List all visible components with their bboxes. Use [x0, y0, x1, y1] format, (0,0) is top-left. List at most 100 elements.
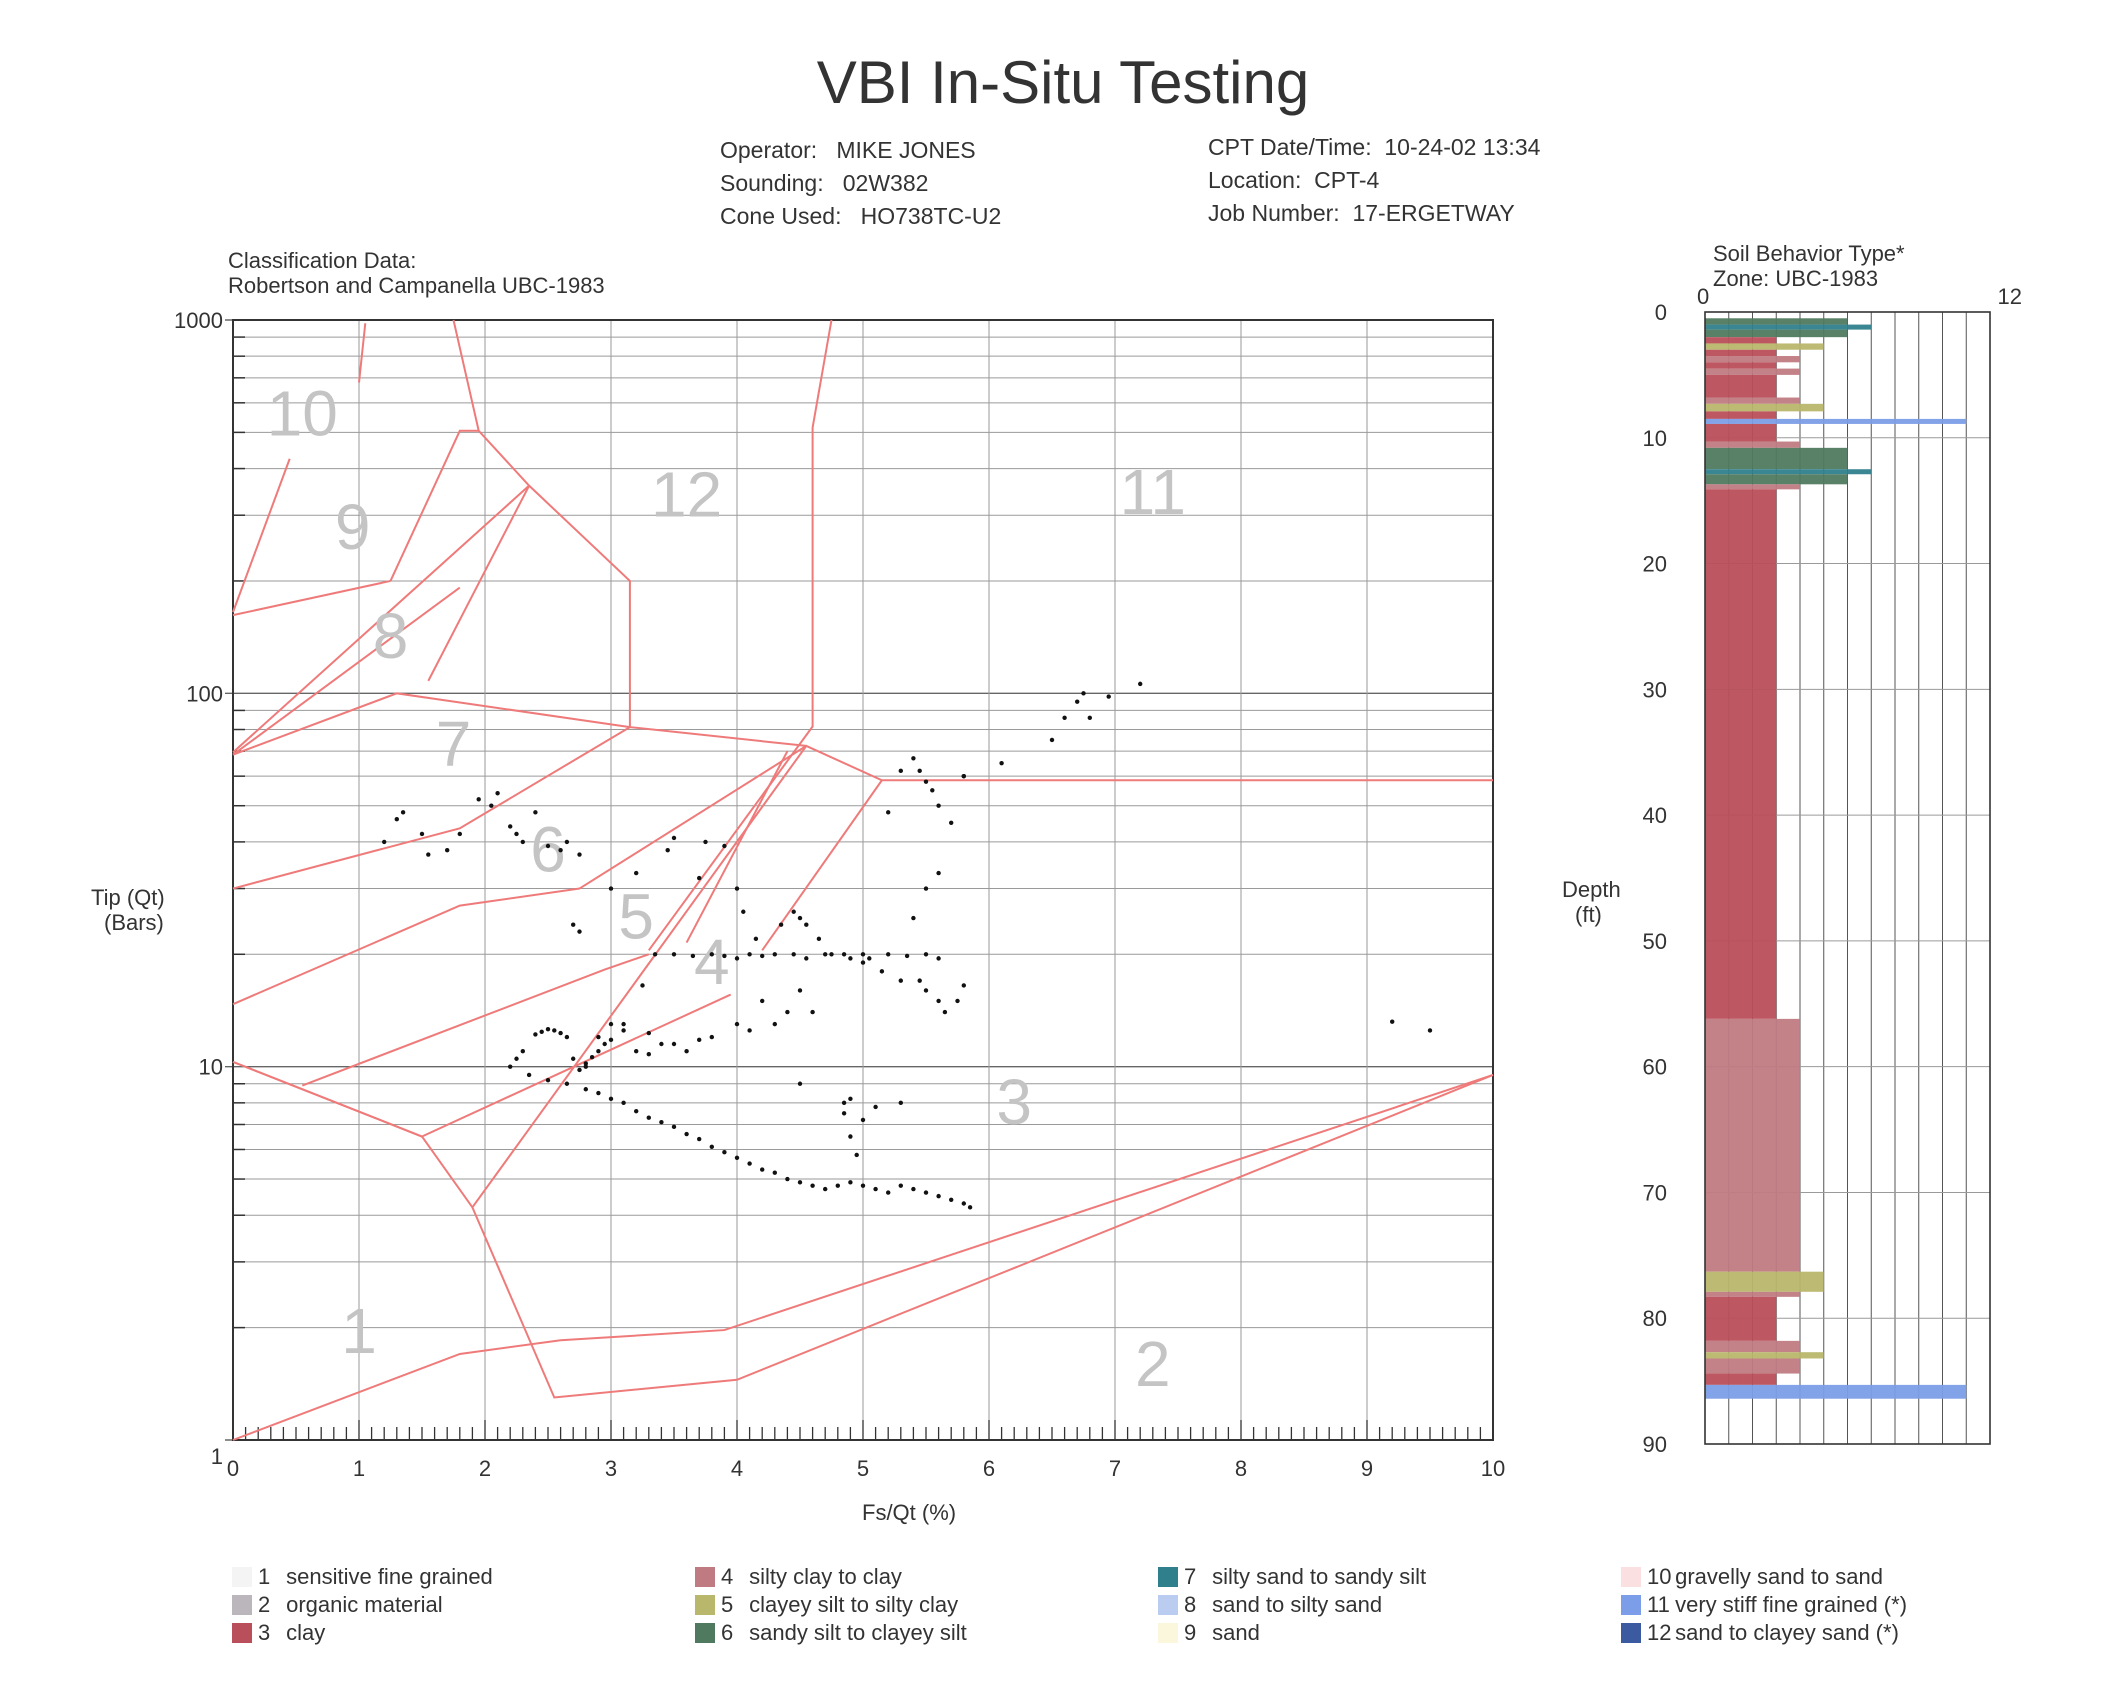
- zone-boundary: [232, 692, 631, 756]
- zone-label: 10: [267, 377, 338, 449]
- legend-number: 8: [1184, 1592, 1197, 1617]
- data-point: [697, 1037, 702, 1043]
- legend-number: 5: [721, 1592, 734, 1617]
- x-tick-label: 9: [1361, 1456, 1373, 1481]
- legend-item: 3 clay: [232, 1619, 325, 1647]
- data-point: [854, 1152, 859, 1158]
- data-point: [829, 952, 834, 957]
- legend-number: 4: [721, 1564, 734, 1589]
- sbt-zone-bar: [1705, 343, 1824, 350]
- zone-boundary: [647, 319, 833, 951]
- data-point: [583, 1087, 588, 1092]
- data-point: [911, 1186, 916, 1192]
- data-point: [690, 953, 696, 959]
- data-point: [923, 1190, 929, 1195]
- sbt-zone-bar: [1705, 368, 1800, 375]
- legend-number: 9: [1184, 1620, 1197, 1645]
- legend-number: 2: [258, 1592, 271, 1617]
- data-point: [621, 1021, 626, 1027]
- data-point: [835, 1183, 840, 1188]
- legend-number: 10: [1647, 1564, 1672, 1589]
- y-tick-label: 1000: [174, 308, 223, 333]
- depth-tick-label: 40: [1643, 803, 1667, 828]
- data-point: [709, 1034, 714, 1040]
- zone-boundary: [232, 458, 291, 613]
- legend-number: 1: [258, 1564, 271, 1589]
- legend-item: 11 very stiff fine grained (*): [1621, 1591, 1907, 1619]
- sbt-zone-bar: [1705, 1340, 1800, 1353]
- data-point: [772, 1170, 777, 1175]
- legend-swatch: [695, 1567, 715, 1587]
- data-point: [867, 956, 872, 961]
- legend-swatch: [1158, 1567, 1178, 1587]
- data-point: [697, 1136, 702, 1142]
- data-point: [734, 886, 740, 891]
- x-tick-label: 7: [1109, 1456, 1121, 1481]
- sbt-zone-bar: [1705, 318, 1848, 325]
- depth-tick-label: 20: [1643, 552, 1667, 577]
- sbt-zone-bar: [1705, 403, 1824, 412]
- data-point: [564, 1034, 570, 1040]
- page-title: VBI In-Situ Testing: [816, 49, 1310, 116]
- sbt-zone-bar: [1705, 1018, 1800, 1272]
- data-point: [722, 843, 727, 849]
- legend-item: 12 sand to clayey sand (*): [1621, 1619, 1899, 1647]
- data-point: [671, 952, 677, 957]
- zone-label: 11: [1120, 456, 1186, 528]
- legend-label: gravelly sand to sand: [1669, 1564, 1884, 1589]
- data-point: [898, 1100, 903, 1106]
- sbt-zone-bar: [1705, 1358, 1800, 1374]
- data-point: [703, 839, 708, 845]
- data-point: [1390, 1019, 1395, 1024]
- legend-item: 9 sand: [1158, 1619, 1260, 1647]
- data-point: [923, 886, 929, 891]
- x-tick-label: 5: [857, 1456, 869, 1481]
- data-point: [1081, 691, 1086, 696]
- sbt-zone-bar: [1705, 1373, 1777, 1385]
- data-point: [583, 1064, 588, 1069]
- y-axis-label-line2: (Bars): [104, 910, 164, 935]
- data-point: [457, 831, 462, 837]
- legend-label: organic material: [280, 1592, 443, 1617]
- depth-tick-label: 30: [1643, 677, 1667, 702]
- sbt-zone-bar: [1705, 337, 1777, 344]
- zone-boundary: [232, 1060, 423, 1138]
- zone-boundary: [421, 993, 732, 1138]
- data-point: [646, 1051, 651, 1057]
- data-point: [898, 1183, 903, 1188]
- data-point: [1427, 1028, 1433, 1033]
- data-point: [558, 848, 563, 853]
- legend-label: very stiff fine grained (*): [1669, 1592, 1908, 1617]
- depth-label-line1: Depth: [1562, 877, 1621, 902]
- sounding-row: Sounding: 02W382: [720, 167, 1001, 200]
- data-point: [923, 988, 929, 993]
- legend-number: 3: [258, 1620, 271, 1645]
- data-point: [848, 1134, 853, 1139]
- sbt-zone-bar: [1705, 423, 1777, 442]
- legend-label: clayey silt to silty clay: [743, 1592, 959, 1617]
- sbt-zone-bar: [1705, 411, 1777, 419]
- zone-boundary: [232, 579, 391, 617]
- zone-boundary: [232, 586, 461, 756]
- depth-tick-label: 70: [1643, 1180, 1667, 1205]
- legend-label: sandy silt to clayey silt: [743, 1620, 967, 1645]
- zone-boundary: [232, 1074, 1494, 1441]
- job-row: Job Number: 17-ERGETWAY: [1208, 197, 1540, 230]
- location-value: CPT-4: [1314, 167, 1380, 193]
- data-point: [684, 1131, 689, 1137]
- data-point: [923, 952, 929, 957]
- legend-item: 1 sensitive fine grained: [232, 1563, 493, 1591]
- y-tick-label: 100: [186, 681, 223, 706]
- data-point: [917, 978, 922, 983]
- header-left: Operator: MIKE JONES Sounding: 02W382 Co…: [720, 134, 1001, 233]
- data-point: [671, 835, 677, 841]
- zone-boundary: [301, 953, 650, 1087]
- x-tick-label: 10: [1481, 1456, 1505, 1481]
- data-point: [621, 1028, 626, 1033]
- data-point: [848, 956, 853, 961]
- data-point: [816, 936, 822, 942]
- data-point: [785, 1176, 790, 1182]
- legend-item: 5 clayey silt to silty clay: [695, 1591, 958, 1619]
- data-point: [489, 803, 494, 808]
- cone-value: HO738TC-U2: [860, 203, 1002, 229]
